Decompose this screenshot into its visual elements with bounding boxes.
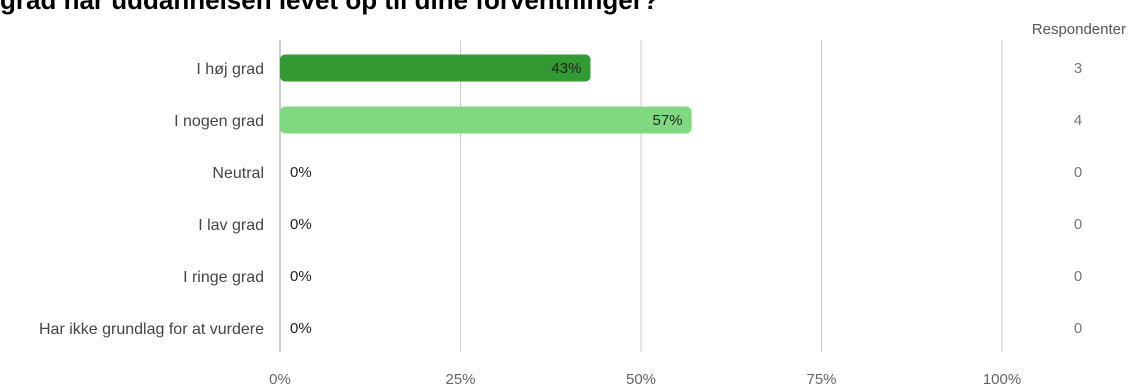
- respondent-count: 4: [1074, 112, 1082, 129]
- x-tick-label: 25%: [445, 371, 475, 388]
- respondent-count: 0: [1074, 268, 1082, 285]
- respondent-count: 0: [1074, 164, 1082, 181]
- x-tick-label: 100%: [983, 371, 1021, 388]
- respondents-header: Respondenter: [1031, 21, 1126, 38]
- bar-value-label: 0%: [290, 268, 312, 285]
- bar: [280, 106, 692, 134]
- respondent-count: 3: [1074, 60, 1082, 77]
- x-tick-label: 0%: [269, 371, 291, 388]
- bar-value-label: 0%: [290, 216, 312, 233]
- category-label: I lav grad: [198, 217, 264, 234]
- bar: [280, 54, 591, 82]
- bar-value-label: 57%: [653, 112, 683, 129]
- category-label: I ringe grad: [183, 269, 264, 286]
- category-label: I nogen grad: [174, 113, 264, 130]
- bar-value-label: 0%: [290, 320, 312, 337]
- category-label: Har ikke grundlag for at vurdere: [39, 321, 264, 338]
- bar-value-label: 43%: [551, 60, 581, 77]
- category-label: Neutral: [212, 165, 264, 182]
- chart-title: grad har uddannelsen levet op til dine f…: [0, 0, 659, 15]
- bar-value-label: 0%: [290, 164, 312, 181]
- respondent-count: 0: [1074, 320, 1082, 337]
- x-tick-label: 75%: [806, 371, 836, 388]
- category-label: I høj grad: [196, 61, 264, 78]
- respondent-count: 0: [1074, 216, 1082, 233]
- x-tick-label: 50%: [626, 371, 656, 388]
